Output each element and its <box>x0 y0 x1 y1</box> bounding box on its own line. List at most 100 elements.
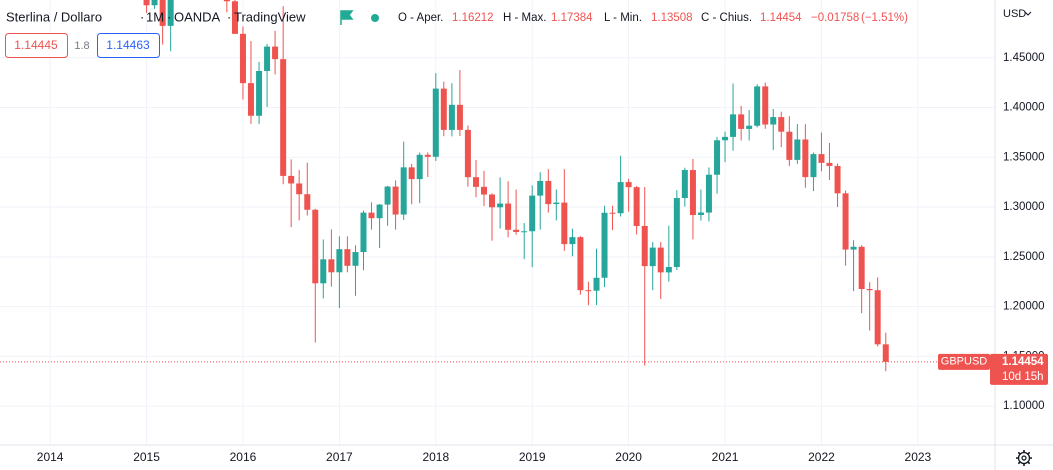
candle-body <box>754 86 761 126</box>
interval: 1M <box>146 9 164 24</box>
candle-body <box>738 114 745 129</box>
candle-body <box>336 249 343 273</box>
settings-icon[interactable] <box>1016 450 1032 466</box>
candle-body <box>352 252 359 266</box>
x-tick-label: 2020 <box>615 450 642 464</box>
candle-body <box>681 170 688 199</box>
candle-body <box>272 46 279 60</box>
candle-body <box>810 154 817 178</box>
countdown: 10d 15h <box>1002 371 1044 383</box>
y-tick-label: 1.10000 <box>1003 400 1045 412</box>
candle-body <box>489 194 496 208</box>
status-dot <box>371 14 379 22</box>
candle-body <box>882 344 889 362</box>
candle-body <box>529 195 536 232</box>
candle-body <box>665 267 672 273</box>
dot: · <box>227 9 231 24</box>
candle-body <box>239 33 246 84</box>
candle-body <box>649 247 656 267</box>
candle-body <box>521 231 528 233</box>
candle-body <box>537 180 544 196</box>
candle-body <box>159 0 166 26</box>
change-pct: (−1.51%) <box>861 12 908 24</box>
source: OANDA <box>174 9 221 24</box>
high-label: H - Max. <box>503 12 546 24</box>
candles <box>143 0 889 372</box>
buy-price[interactable]: 1.14463 <box>106 38 150 52</box>
candle-body <box>256 70 263 116</box>
y-tick-label: 1.20000 <box>1003 301 1045 313</box>
dot: · <box>167 9 171 24</box>
y-tick-label: 1.25000 <box>1003 251 1045 263</box>
candle-body <box>553 202 560 205</box>
candle-body <box>288 175 295 184</box>
candle-body <box>601 212 608 278</box>
symbol: Sterlina / Dollaro <box>6 9 102 24</box>
candle-body <box>714 140 721 175</box>
candle-body <box>304 194 311 210</box>
candle-body <box>440 88 447 130</box>
candle-body <box>730 114 737 137</box>
axes: 1.100001.150001.200001.250001.300001.350… <box>37 52 1045 464</box>
candle-body <box>151 0 158 6</box>
x-tick-label: 2015 <box>133 450 160 464</box>
currency-caret[interactable] <box>1024 11 1032 16</box>
price-label: 1.14454 <box>1002 356 1044 368</box>
candle-body <box>392 186 399 215</box>
x-tick-label: 2014 <box>37 450 64 464</box>
candle-body <box>778 117 785 132</box>
candle-body <box>641 225 648 267</box>
candle-body <box>416 154 423 180</box>
candle-body <box>866 289 873 291</box>
last-price: GBPUSD 1.14454 10d 15h <box>0 353 1048 385</box>
sell-price[interactable]: 1.14445 <box>14 38 58 52</box>
change: −0.01758 <box>811 12 859 24</box>
candle-body <box>432 88 439 157</box>
candle-body <box>593 277 600 291</box>
x-tick-label: 2016 <box>230 450 257 464</box>
currency[interactable]: USD <box>1003 8 1026 20</box>
candle-body <box>472 177 479 187</box>
price-badge <box>990 353 1048 385</box>
candle-body <box>464 129 471 178</box>
candle-body <box>481 186 488 195</box>
close-label: C - Chius. <box>701 12 752 24</box>
buy-button[interactable] <box>97 33 160 58</box>
candle-body <box>231 1 238 34</box>
x-tick-label: 2021 <box>712 450 739 464</box>
candle-body <box>569 237 576 245</box>
candle-body <box>368 212 375 219</box>
candle-body <box>513 229 520 232</box>
sell-button[interactable] <box>5 33 68 58</box>
candle-body <box>408 167 415 180</box>
y-tick-label: 1.45000 <box>1003 52 1045 64</box>
candle-body <box>657 247 664 273</box>
candle-body <box>376 204 383 219</box>
candle-body <box>794 139 801 160</box>
low-value: 1.13508 <box>651 12 693 24</box>
candle-body <box>762 86 769 125</box>
ticker-label: GBPUSD <box>941 356 988 368</box>
candle-body <box>384 186 391 205</box>
x-tick-label: 2023 <box>905 450 932 464</box>
candle-body <box>344 249 351 266</box>
candle-body <box>247 83 254 116</box>
open-label: O - Aper. <box>398 12 443 24</box>
candle-body <box>328 259 335 273</box>
candle-body <box>874 290 881 345</box>
x-tick-label: 2017 <box>326 450 353 464</box>
candle-body <box>705 174 712 213</box>
candle-body <box>625 182 632 188</box>
y-tick-label: 1.35000 <box>1003 151 1045 163</box>
candle-body <box>167 0 174 26</box>
candle-body <box>264 46 271 71</box>
candle-body <box>448 104 455 130</box>
candle-body <box>577 237 584 291</box>
candle-body <box>834 165 841 194</box>
candle-body <box>585 290 592 292</box>
flag-icon[interactable] <box>340 10 354 25</box>
candle-body <box>858 246 865 290</box>
candle-body <box>826 162 833 166</box>
candle-body <box>561 202 568 245</box>
